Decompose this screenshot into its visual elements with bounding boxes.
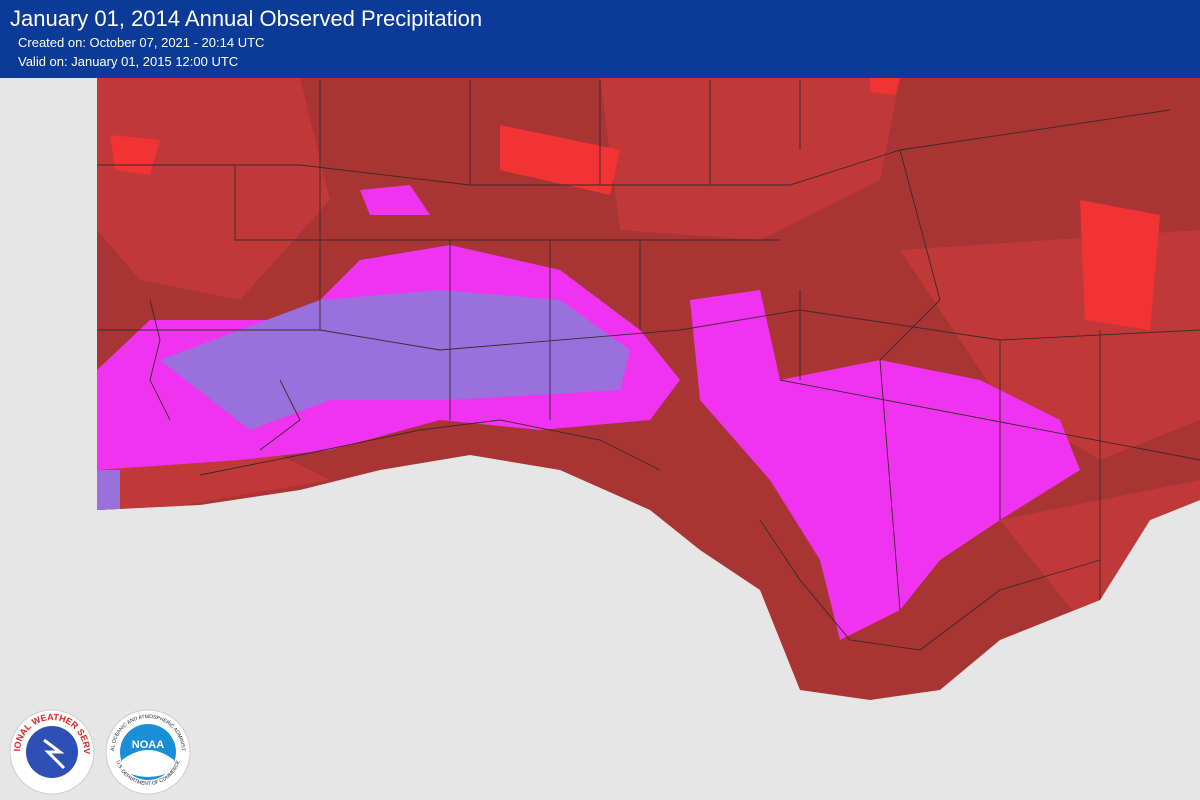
- noaa-bird: [122, 750, 174, 777]
- valid-on: Valid on: January 01, 2015 12:00 UTC: [18, 54, 239, 69]
- nws-text: NATIONAL WEATHER SERVICE: [0, 0, 92, 754]
- coastline: [199, 419, 1101, 651]
- county-lines: [97, 80, 1200, 611]
- header: January 01, 2014 Annual Observed Precipi…: [0, 0, 1200, 78]
- nws-text: NATIONAL WEATHER SERVICE: [0, 0, 92, 754]
- created-on: Created on: October 07, 2021 - 20:14 UTC: [18, 35, 265, 50]
- noaa-text: NOAA: [132, 739, 164, 751]
- nws-bolt: [43, 738, 66, 770]
- zone-medium: [97, 78, 1200, 620]
- precip-field: [97, 78, 1200, 700]
- title: January 01, 2014 Annual Observed Precipi…: [10, 6, 483, 31]
- nws-logo: NATIONAL WEATHER SERVICE: [0, 0, 95, 795]
